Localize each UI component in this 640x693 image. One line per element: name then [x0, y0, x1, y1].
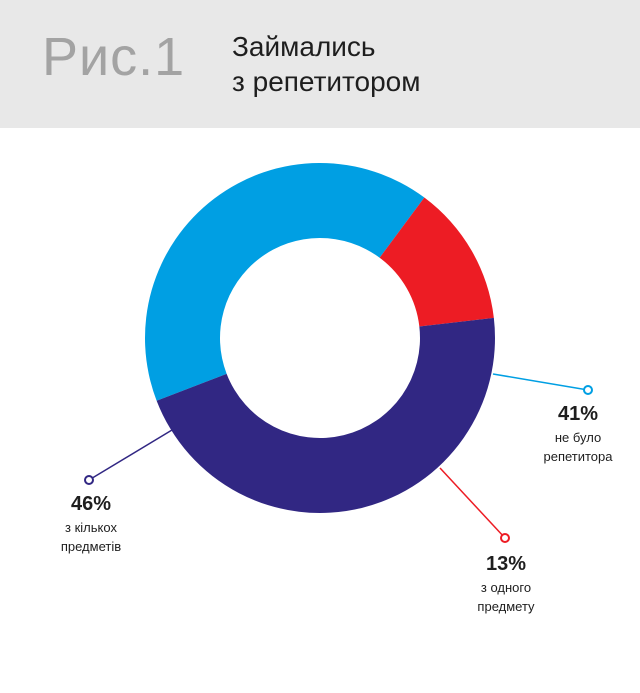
slice-description-1-line-1: не було [555, 430, 601, 445]
callout-line-2 [439, 467, 506, 539]
slice-percent-label-2: 13% [486, 553, 526, 575]
slice-description-3-line-2: предметів [61, 539, 121, 554]
callout-line-1 [492, 373, 589, 391]
slice-description-2-line-1: з одного [481, 580, 531, 595]
donut-slice-3 [156, 317, 496, 514]
callout-line-3 [88, 429, 173, 481]
slice-description-3-line-1: з кількох [65, 520, 117, 535]
callout-marker-3 [84, 475, 94, 485]
slice-description-1-line-2: репетитора [543, 449, 613, 464]
figure-number: Рис.1 [42, 27, 186, 87]
slice-percent-label-3: 46% [71, 493, 111, 515]
donut-slice-1 [145, 163, 425, 401]
callout-marker-2 [500, 533, 510, 543]
donut-slice-2 [379, 197, 494, 327]
slice-description-2-line-2: предмету [477, 599, 535, 614]
chart-title-line-2: з репетитором [232, 66, 421, 97]
chart-title: Займались з репетитором [232, 29, 421, 99]
slice-percent-label-1: 41% [558, 403, 598, 425]
chart-title-line-1: Займались [232, 31, 376, 62]
callout-marker-1 [583, 385, 593, 395]
figure-header: Рис.1 Займались з репетитором [0, 0, 640, 128]
